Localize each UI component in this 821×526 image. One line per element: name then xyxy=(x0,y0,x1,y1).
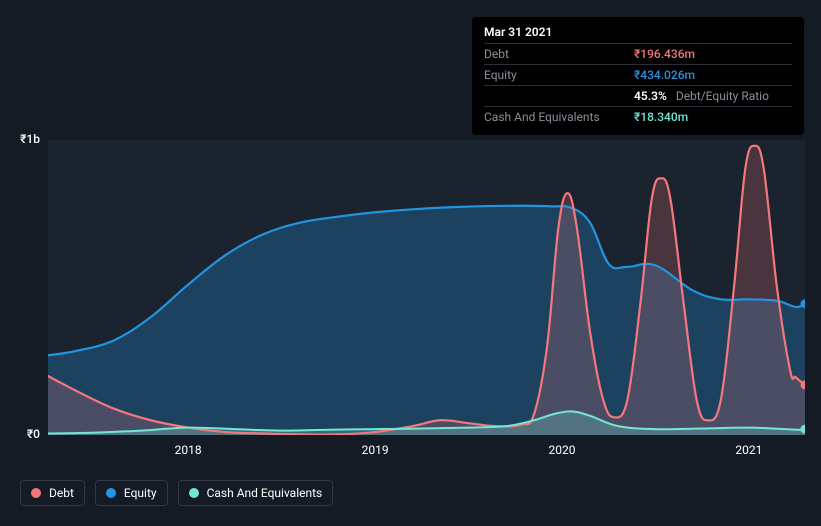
x-axis-label: 2020 xyxy=(549,443,576,457)
y-axis-label: ₹0 xyxy=(0,427,40,441)
legend-item[interactable]: Cash And Equivalents xyxy=(178,480,334,506)
tooltip-label: Cash And Equivalents xyxy=(484,110,614,124)
legend-label: Equity xyxy=(124,486,157,500)
tooltip-ratio: 45.3% Debt/Equity Ratio xyxy=(634,89,769,103)
chart-area[interactable] xyxy=(48,140,805,435)
chart-container: { "tooltip": { "date": "Mar 31 2021", "p… xyxy=(0,0,821,526)
y-axis-label: ₹1b xyxy=(0,132,40,146)
tooltip-row: Cash And Equivalents ₹18.340m xyxy=(484,106,792,127)
tooltip-date: Mar 31 2021 xyxy=(484,25,792,43)
x-axis-label: 2021 xyxy=(735,443,762,457)
tooltip-value: ₹196.436m xyxy=(634,47,695,61)
chart-svg xyxy=(48,140,805,435)
tooltip-label: Equity xyxy=(484,68,614,82)
chart-tooltip: Mar 31 2021 Debt ₹196.436m Equity ₹434.026m… xyxy=(472,17,804,135)
legend-dot xyxy=(189,488,199,498)
tooltip-ratio-label: Debt/Equity Ratio xyxy=(673,89,769,103)
tooltip-row: Equity ₹434.026m xyxy=(484,64,792,85)
tooltip-row: Debt ₹196.436m xyxy=(484,43,792,64)
legend-dot xyxy=(31,488,41,498)
legend: Debt Equity Cash And Equivalents xyxy=(20,480,333,506)
legend-label: Debt xyxy=(49,486,74,500)
tooltip-value: ₹434.026m xyxy=(634,68,695,82)
tooltip-ratio-value: 45.3% xyxy=(634,89,667,103)
tooltip-value: ₹18.340m xyxy=(634,110,688,124)
tooltip-row: 45.3% Debt/Equity Ratio xyxy=(484,85,792,106)
x-axis-label: 2019 xyxy=(362,443,389,457)
x-axis-label: 2018 xyxy=(175,443,202,457)
legend-item[interactable]: Debt xyxy=(20,480,85,506)
legend-label: Cash And Equivalents xyxy=(207,486,323,500)
tooltip-label xyxy=(484,89,614,103)
legend-item[interactable]: Equity xyxy=(95,480,168,506)
legend-dot xyxy=(106,488,116,498)
tooltip-label: Debt xyxy=(484,47,614,61)
tooltip-rows: Debt ₹196.436m Equity ₹434.026m 45.3% Debt/E… xyxy=(484,43,792,127)
